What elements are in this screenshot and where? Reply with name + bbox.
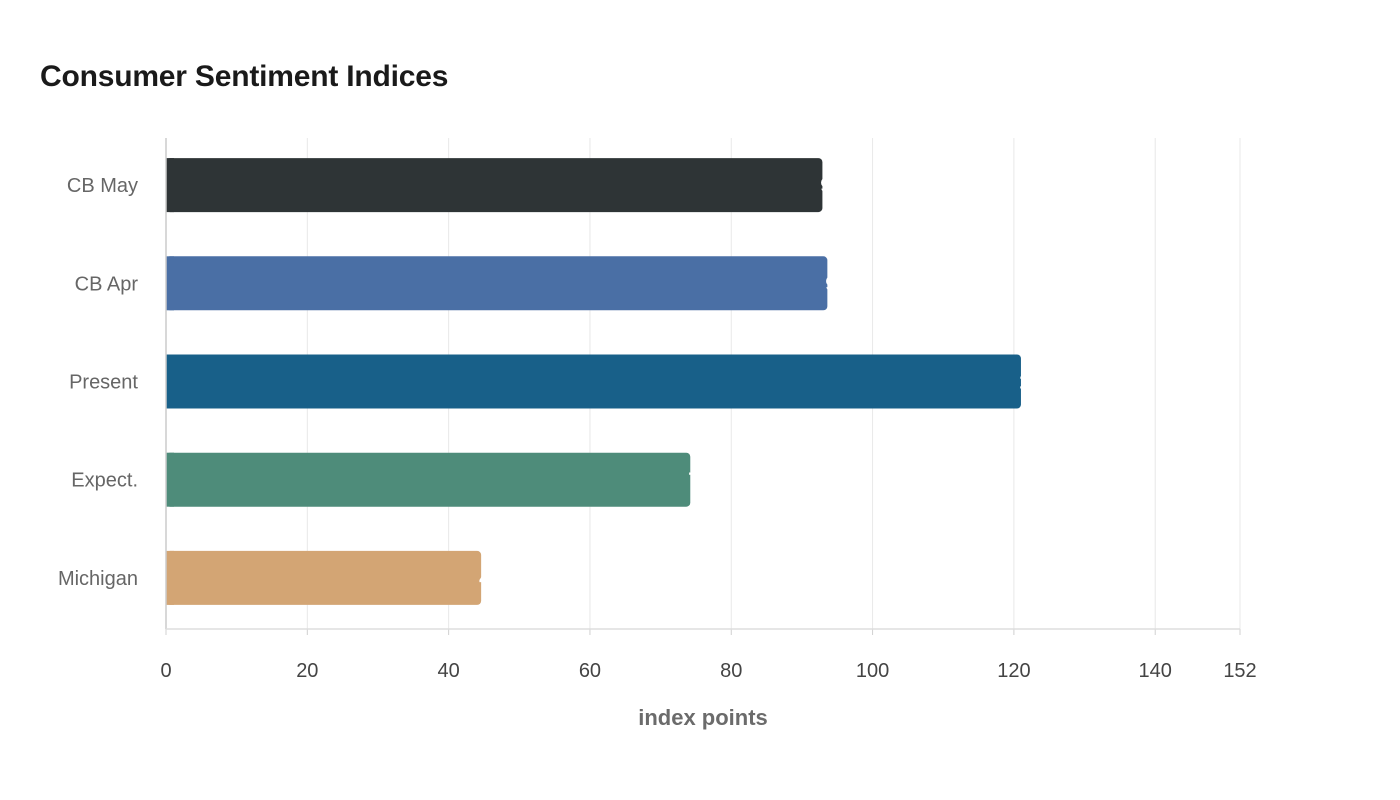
chart-title: Consumer Sentiment Indices [40,60,449,93]
x-tick-label: 0 [160,660,171,682]
x-tick-label: 100 [856,660,889,682]
bar-base [166,550,174,605]
category-label: Michigan [58,568,138,590]
bar-cb-apr [166,256,828,311]
axes [165,138,1241,635]
bar-present [166,354,1021,409]
bar-expect [166,452,691,507]
category-label: CB May [67,175,138,197]
category-label: Expect. [71,470,138,492]
x-tick-label: 120 [997,660,1030,682]
x-tick-label: 40 [438,660,460,682]
bars: 92.9 93.6 121 74.2 44.6 [166,158,1052,605]
bar-base [166,452,174,507]
bar-value-label: 93.6 [825,273,864,295]
bar-value-label: 74.2 [688,470,727,492]
x-tick-label: 140 [1139,660,1172,682]
bar-value-label: 121 [1019,372,1052,394]
category-label: CB Apr [75,273,139,295]
x-axis-title: index points [638,705,768,730]
category-labels: CB May CB Apr Present Expect. Michigan [58,175,138,590]
x-tick-label: 80 [720,660,742,682]
bar-base [166,354,174,409]
bar-base [166,158,174,213]
bar-value-label: 44.6 [479,568,518,590]
x-tick-label: 60 [579,660,601,682]
category-label: Present [69,372,138,394]
tick-labels: 0 20 40 60 80 100 120 140 152 [160,660,1256,682]
x-tick-label: 20 [296,660,318,682]
bar-cb-may [166,158,823,213]
bar-base [166,256,174,311]
bar-michigan [166,550,482,605]
bar-value-label: 92.9 [820,175,859,197]
x-tick-label: 152 [1223,660,1256,682]
